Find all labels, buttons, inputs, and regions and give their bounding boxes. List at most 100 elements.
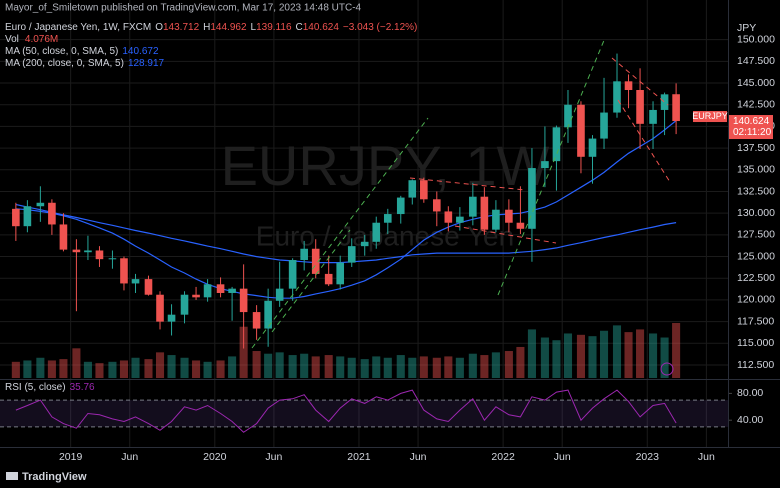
trend-line [251,117,429,349]
symbol-tag: EURJPY [692,111,728,121]
candle-body [347,246,356,263]
x-tick-label: Jun [698,451,715,463]
candle-body [516,222,525,229]
volume-bar [11,361,20,378]
candle-body [360,241,369,247]
volume-bar [372,356,381,378]
candle-body [541,161,549,169]
volume-bar [311,356,320,378]
volume-bar [636,329,645,378]
candle-body [23,206,32,227]
volume-bar [419,356,428,378]
candle-body [600,112,608,139]
candle-body [660,94,669,110]
volume-bar [408,357,417,378]
candle-body [216,284,225,293]
volume-bar [47,360,56,378]
ohlc-prefix: O [155,22,163,33]
candle-body [636,90,644,124]
candle-body [288,260,297,289]
volume-bar [83,361,92,378]
candle-body [167,314,176,322]
change: −3.043 (−2.12%) [343,22,418,33]
candle-body [613,81,621,113]
volume-bar [119,360,129,378]
candle-body [564,104,572,128]
volume-bar [144,359,153,378]
volume-bar [108,361,117,378]
volume-bar [300,353,309,378]
legend-row: MA (50, close, 0, SMA, 5) 140.672 [5,46,159,57]
volume-bar [624,332,633,378]
volume-bar [131,357,140,378]
volume-bar [324,355,333,378]
trend-line [409,177,526,191]
y-tick-label: 122.500 [737,272,775,284]
volume-bar [649,333,658,378]
volume-bar [552,340,561,378]
ohlc-value: 139.116 [256,22,292,33]
candle-body [264,300,272,329]
volume-bar [216,360,225,378]
legend-row: RSI (5, close) 35.76 [5,382,95,393]
x-tick-label: Jun [554,451,571,463]
candle-body [311,248,320,274]
trend-line [617,99,671,183]
unit: JPY [737,22,756,34]
candle-body [336,262,345,285]
volume-bar [527,329,536,378]
x-tick-label: Jun [410,451,427,463]
legend: Euro / Japanese Yen, 1W, FXCM O143.712 H14… [5,22,773,393]
candle-body [108,258,117,260]
y-tick-label: 112.500 [737,359,774,371]
ma-name: MA (50, close, 0, SMA, 5) [5,46,118,57]
volume-bar [23,360,32,378]
rsi-value: 35.76 [70,382,95,393]
candle-body [192,294,200,298]
candle-body [144,279,153,295]
volume-bar [180,357,189,378]
x-tick-label: Jun [121,451,138,463]
candle-body [239,288,248,313]
candle-body [372,222,381,242]
drawings [251,37,671,349]
volume-bar [540,337,549,378]
volume-bar [336,356,345,378]
volume-bar [360,359,369,378]
trend-line [454,225,557,244]
y-tick-label: 135.000 [737,164,775,176]
y-tick-label: 117.500 [737,315,774,327]
candle-body [552,127,561,162]
rsi-name: RSI (5, close) [5,382,66,393]
ma-value: 140.672 [122,46,159,57]
y-tick-label: 115.000 [737,337,774,349]
candle-body [432,199,441,212]
candle-body [131,279,140,284]
footer: TradingView [6,471,87,483]
y-tick-label: 127.500 [737,229,775,241]
candle-body [577,104,585,157]
candle-body [59,224,68,250]
footer-text: TradingView [22,471,87,483]
volume-value: 4.076M [25,34,58,45]
candle-body [36,202,45,207]
volume-bar [228,356,237,378]
y-tick-label: 137.500 [737,142,775,154]
y-tick-label: 145.000 [737,77,775,89]
legend-title: Euro / Japanese Yen, 1W, FXCM [5,22,151,33]
volume-bar [455,357,464,378]
volume-bar [396,355,405,378]
x-tick-label: 2020 [203,451,227,463]
legend-row: Vol 4.076M [5,34,58,45]
volume-bar [252,351,261,378]
price-tag-bg [729,115,773,140]
y-tick-label: 120.000 [737,294,775,306]
volume-bar [504,351,513,378]
volume-bar [432,357,441,378]
candle-body [324,273,333,285]
candle-body [48,202,56,225]
candle-body [492,209,500,230]
event-icon[interactable] [660,362,674,376]
volume-bar [576,334,585,378]
